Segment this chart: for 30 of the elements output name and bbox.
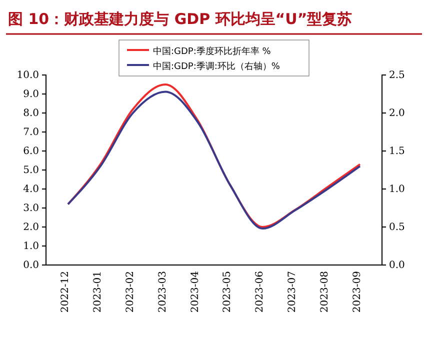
y2-tick-label: 0.0 (389, 260, 405, 272)
y-tick-label: 8.0 (23, 108, 39, 120)
y-tick-label: 2.0 (23, 222, 39, 234)
x-tick-label: 2023-03 (157, 271, 168, 313)
y2-tick-label: 0.5 (389, 222, 405, 234)
x-tick-label: 2023-02 (124, 271, 136, 313)
x-tick-label: 2023-07 (287, 271, 298, 313)
legend-label: 中国:GDP:季调:环比（右轴）% (153, 61, 280, 72)
y-tick-label: 10.0 (16, 70, 39, 82)
y2-tick-label: 1.0 (389, 184, 405, 196)
y-tick-label: 5.0 (23, 165, 39, 176)
x-tick-label: 2023-06 (254, 271, 266, 313)
y-tick-label: 4.0 (23, 184, 39, 196)
x-tick-label: 2023-09 (352, 271, 363, 313)
x-tick-label: 2023-01 (92, 271, 104, 313)
legend-label: 中国:GDP:季度环比折年率 % (153, 46, 272, 57)
y2-tick-label: 1.5 (389, 146, 405, 158)
y-tick-label: 9.0 (23, 89, 39, 100)
x-tick-label: 2023-04 (190, 271, 201, 313)
y-tick-label: 7.0 (23, 127, 39, 138)
x-tick-label: 2022-12 (60, 271, 71, 313)
y2-tick-label: 2.5 (389, 70, 405, 82)
y-tick-label: 3.0 (23, 203, 39, 214)
y-tick-label: 0.0 (23, 260, 39, 272)
chart-title: 图 10：财政基建力度与 GDP 环比均呈“U”型复苏 (8, 10, 352, 28)
x-tick-label: 2023-08 (320, 271, 331, 313)
y2-tick-label: 2.0 (389, 108, 405, 120)
y-tick-label: 6.0 (23, 146, 39, 158)
x-tick-label: 2023-05 (222, 271, 234, 313)
y-tick-label: 1.0 (23, 241, 39, 252)
